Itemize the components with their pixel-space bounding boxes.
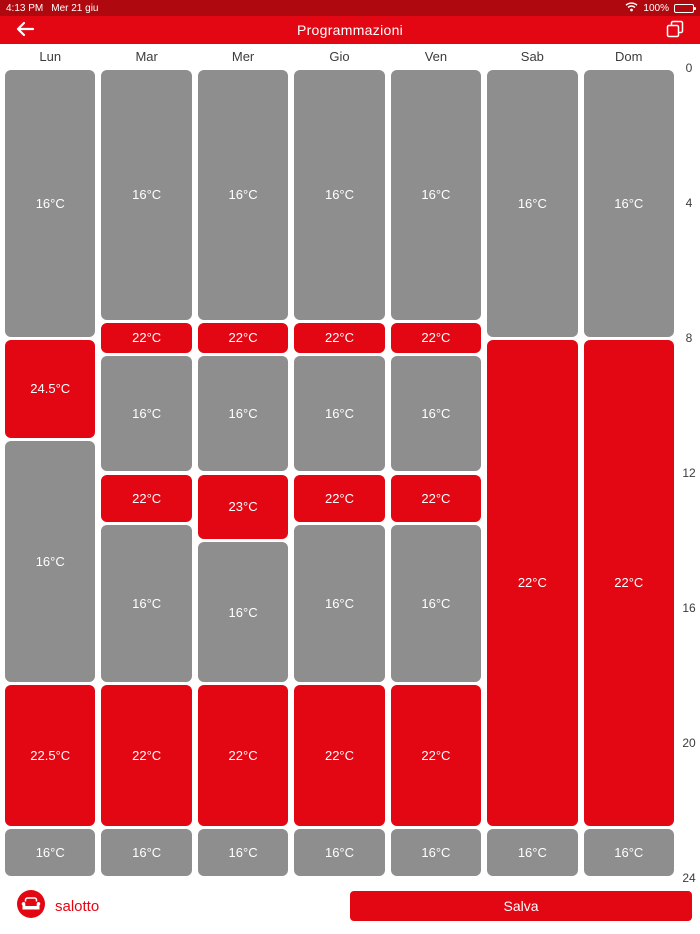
day-label-sab: Sab: [520, 48, 544, 64]
copy-schedule-button[interactable]: [660, 17, 690, 43]
schedule-block-lun-0[interactable]: 16°C: [5, 69, 96, 337]
hour-label-16: 16: [682, 601, 696, 615]
hour-label-4: 4: [685, 196, 693, 210]
schedule-block-ven-0[interactable]: 16°C: [390, 69, 482, 320]
hour-label-24: 24: [682, 871, 696, 885]
status-time: 4:13 PM: [6, 2, 44, 14]
day-header: Lun Mar Mer Gio Ven Sab Dom: [0, 44, 700, 68]
schedule-block-lun-18-25[interactable]: 22.5°C: [5, 685, 96, 826]
schedule-block-mer-8-5[interactable]: 16°C: [197, 356, 289, 472]
schedule-grid: 16°C 24.5°C 16°C 22.5°C 16°C 16°C 22°C 16°C 22°C…: [0, 61, 700, 885]
wifi-icon: [625, 1, 638, 15]
schedule-block-dom-22-5[interactable]: 16°C: [583, 828, 674, 877]
schedule-block-ven-18-25[interactable]: 22°C: [390, 685, 482, 826]
schedule-block-dom-0[interactable]: 16°C: [583, 69, 674, 337]
schedule-block-lun-8[interactable]: 24.5°C: [5, 339, 96, 438]
schedule-block-ven-22-5[interactable]: 16°C: [390, 828, 482, 877]
schedule-block-sab-8[interactable]: 22°C: [487, 339, 578, 826]
room-label: salotto: [55, 897, 100, 915]
battery-icon: [674, 3, 696, 13]
hour-label-20: 20: [682, 736, 696, 750]
schedule-block-lun-11[interactable]: 16°C: [5, 440, 96, 683]
day-column-sab: 16°C 22°C 16°C: [487, 68, 578, 878]
schedule-block-mer-14[interactable]: 16°C: [197, 542, 289, 683]
hour-label-8: 8: [685, 331, 693, 345]
back-button[interactable]: [10, 17, 40, 43]
schedule-block-dom-8[interactable]: 22°C: [583, 339, 674, 826]
schedule-block-mer-12[interactable]: 23°C: [197, 474, 289, 539]
schedule-block-gio-7-5[interactable]: 22°C: [294, 322, 385, 354]
schedule-block-mar-13-5[interactable]: 16°C: [101, 525, 192, 683]
back-arrow-icon: [15, 21, 35, 40]
schedule-block-sab-22-5[interactable]: 16°C: [487, 828, 578, 877]
schedule-block-ven-13-5[interactable]: 16°C: [390, 525, 482, 683]
schedule-block-gio-18-25[interactable]: 22°C: [294, 685, 385, 826]
schedule-block-gio-12[interactable]: 22°C: [294, 474, 385, 523]
schedule-block-ven-7-5[interactable]: 22°C: [390, 322, 482, 354]
schedule-block-mer-0[interactable]: 16°C: [197, 69, 289, 320]
schedule-block-mer-18-25[interactable]: 22°C: [197, 685, 289, 826]
day-column-dom: 16°C 22°C 16°C: [583, 68, 674, 878]
copy-icon: [666, 20, 684, 41]
schedule-block-mar-22-5[interactable]: 16°C: [101, 828, 192, 877]
schedule-block-mar-7-5[interactable]: 22°C: [101, 322, 192, 354]
day-label-lun: Lun: [39, 48, 62, 64]
day-column-gio: 16°C 22°C 16°C 22°C 16°C 22°C 16°C: [294, 68, 385, 878]
schedule-block-lun-22-5[interactable]: 16°C: [5, 828, 96, 877]
schedule-block-mar-12[interactable]: 22°C: [101, 474, 192, 523]
schedule-block-mar-0[interactable]: 16°C: [101, 69, 192, 320]
page-title: Programmazioni: [296, 22, 404, 38]
schedule-block-gio-0[interactable]: 16°C: [294, 69, 385, 320]
day-column-mer: 16°C 22°C 16°C 23°C 16°C 22°C 16°C: [197, 68, 289, 878]
footer-bar: salotto Salva: [0, 878, 700, 934]
schedule-block-mer-22-5[interactable]: 16°C: [197, 828, 289, 877]
status-right: 100%: [625, 1, 696, 15]
save-button[interactable]: Salva: [350, 891, 692, 921]
status-date: Mer 21 giu: [51, 2, 99, 14]
schedule-block-sab-0[interactable]: 16°C: [487, 69, 578, 337]
day-column-lun: 16°C 24.5°C 16°C 22.5°C 16°C: [5, 68, 96, 878]
nav-bar: Programmazioni: [0, 16, 700, 44]
schedule-block-mar-8-5[interactable]: 16°C: [101, 356, 192, 472]
battery-percent: 100%: [643, 2, 669, 14]
day-label-ven: Ven: [424, 48, 448, 64]
schedule-block-gio-8-5[interactable]: 16°C: [294, 356, 385, 472]
room-selector[interactable]: salotto: [16, 889, 99, 923]
schedule-block-gio-13-5[interactable]: 16°C: [294, 525, 385, 683]
schedule-block-mar-18-25[interactable]: 22°C: [101, 685, 192, 826]
day-label-mer: Mer: [231, 48, 255, 64]
status-left: 4:13 PM Mer 21 giu: [6, 3, 99, 14]
hour-label-0: 0: [685, 61, 693, 75]
status-bar: 4:13 PM Mer 21 giu 100%: [0, 0, 700, 16]
day-label-dom: Dom: [615, 48, 643, 64]
schedule-block-gio-22-5[interactable]: 16°C: [294, 828, 385, 877]
schedule-block-mer-7-5[interactable]: 22°C: [197, 322, 289, 354]
day-column-mar: 16°C 22°C 16°C 22°C 16°C 22°C 16°C: [101, 68, 192, 878]
day-column-ven: 16°C 22°C 16°C 22°C 16°C 22°C 16°C: [390, 68, 482, 878]
hour-axis: 0 4 8 12 16 20 24: [680, 61, 698, 885]
day-label-gio: Gio: [329, 48, 350, 64]
hour-label-12: 12: [682, 466, 696, 480]
schedule-block-ven-12[interactable]: 22°C: [390, 474, 482, 523]
room-icon: [16, 889, 46, 923]
day-label-mar: Mar: [135, 48, 158, 64]
schedule-block-ven-8-5[interactable]: 16°C: [390, 356, 482, 472]
